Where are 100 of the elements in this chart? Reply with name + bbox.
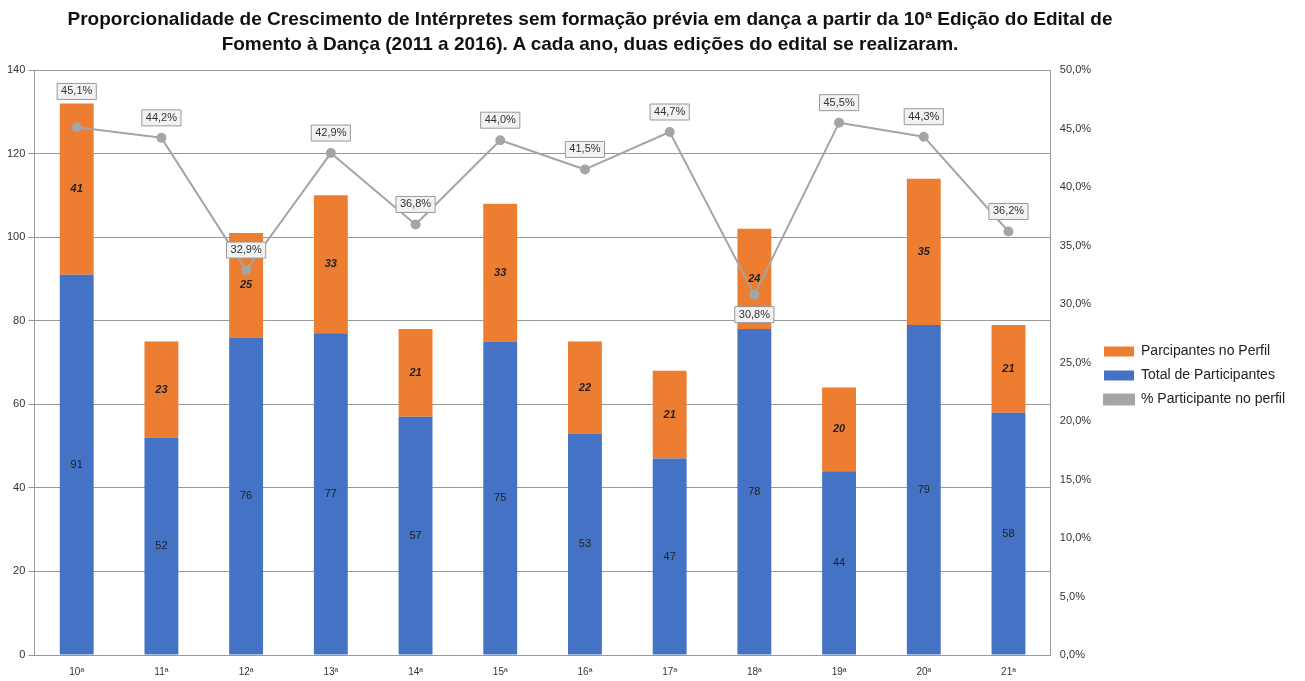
point [664,127,675,138]
y-tick-label: 60 [13,397,26,410]
x-tick-label: 18ª [746,665,763,677]
y2-tick-label: 0,0% [1059,648,1086,661]
y-tick-label: 100 [6,230,26,243]
x-tick-label: 15ª [492,665,508,677]
bar [991,412,1026,655]
legend-label: % Participante no perfil [1141,390,1285,407]
bar [483,203,518,342]
data-label: 32,9% [230,243,262,256]
x-tick-label: 21ª [1001,665,1017,677]
point [1003,226,1014,237]
data-label: 44,7% [654,105,686,118]
data-label: 44,2% [145,110,178,123]
data-label: 44 [832,555,846,568]
bar [229,337,264,655]
data-label: 36,2% [992,204,1025,217]
y2-tick-label: 20,0% [1059,414,1092,427]
data-label: 35 [917,244,931,257]
x-tick-label: 17ª [662,665,678,677]
chart-title: Proporcionalidade de Crescimento de Intérpretes sem formação prévia em dança a partir da 10ª Edição do Edital de Fomento à Dança (2011 a 2016). A cada ano, duas edições do edital se realizaram. [66,7,1114,56]
data-label: 30,8% [738,307,771,320]
data-label: 57 [409,528,422,541]
bar [737,329,772,655]
point [495,135,506,146]
bar [822,471,857,655]
data-label: 33 [494,265,507,278]
bar [568,433,602,655]
y2-tick-label: 50,0% [1059,63,1092,76]
bar [398,329,433,417]
data-label: 58 [1002,526,1015,539]
y2-tick-label: 30,0% [1059,297,1092,310]
data-label: 91 [70,457,83,470]
bar [398,416,433,655]
y-tick-label: 0 [19,648,26,661]
bar [906,178,941,325]
point [834,117,845,128]
y-tick-label: 80 [13,313,26,326]
data-label: 21 [662,407,676,420]
data-label: 52 [155,539,168,552]
bar [568,341,602,434]
data-label: 78 [748,484,761,497]
y2-tick-label: 25,0% [1059,355,1092,368]
point [71,122,82,133]
y2-tick-label: 10,0% [1059,531,1092,544]
x-tick-label: 12ª [238,665,254,677]
bar [822,387,857,472]
bar [313,333,348,655]
data-label: 23 [154,382,168,395]
data-label: 36,8% [399,197,432,210]
point [579,164,590,175]
bar [59,274,94,655]
bar [652,370,687,459]
data-label: 77 [324,486,337,499]
legend-label: Total de Participantes [1141,366,1275,383]
data-label: 45,5% [823,95,855,108]
data-label: 79 [917,482,930,495]
data-label: 21 [1001,361,1015,374]
point [410,219,421,230]
y-tick-label: 40 [13,480,26,493]
x-tick-label: 13ª [323,665,339,677]
y2-tick-label: 5,0% [1059,589,1086,602]
data-label: 25 [239,278,254,291]
data-label: 22 [577,380,592,393]
y-tick-label: 140 [6,63,26,76]
data-label: 33 [324,257,337,270]
data-label: 75 [494,491,507,504]
y-tick-label: 120 [6,146,26,159]
legend-label: Parcipantes no Perfil [1141,342,1271,359]
data-label: 44,3% [908,109,940,122]
x-tick-label: 20ª [916,665,932,677]
point [918,131,929,142]
bar [59,103,94,275]
bar [991,324,1026,413]
bar [144,437,179,655]
x-tick-label: 19ª [831,665,847,677]
bar [483,341,518,655]
data-label: 76 [240,489,253,501]
x-tick-label: 16ª [577,665,593,677]
data-label: 47 [663,549,676,562]
data-label: 42,9% [315,126,347,139]
data-label: 41,5% [569,142,601,155]
point [241,265,252,276]
x-tick-label: 11ª [154,665,169,677]
x-tick-label: 14ª [408,665,424,677]
point [749,289,760,300]
data-label: 53 [578,537,592,550]
x-tick-label: 10ª [69,665,85,677]
bar [144,341,179,438]
bar [652,458,687,655]
y2-tick-label: 15,0% [1059,472,1092,485]
y2-tick-label: 45,0% [1059,121,1092,134]
bar [313,195,348,334]
point [325,148,336,159]
data-label: 41 [69,182,83,195]
data-label: 20 [831,422,847,435]
data-label: 44,0% [484,113,517,126]
data-label: 21 [408,365,422,378]
data-label: 45,1% [61,84,93,97]
bar [906,324,941,655]
